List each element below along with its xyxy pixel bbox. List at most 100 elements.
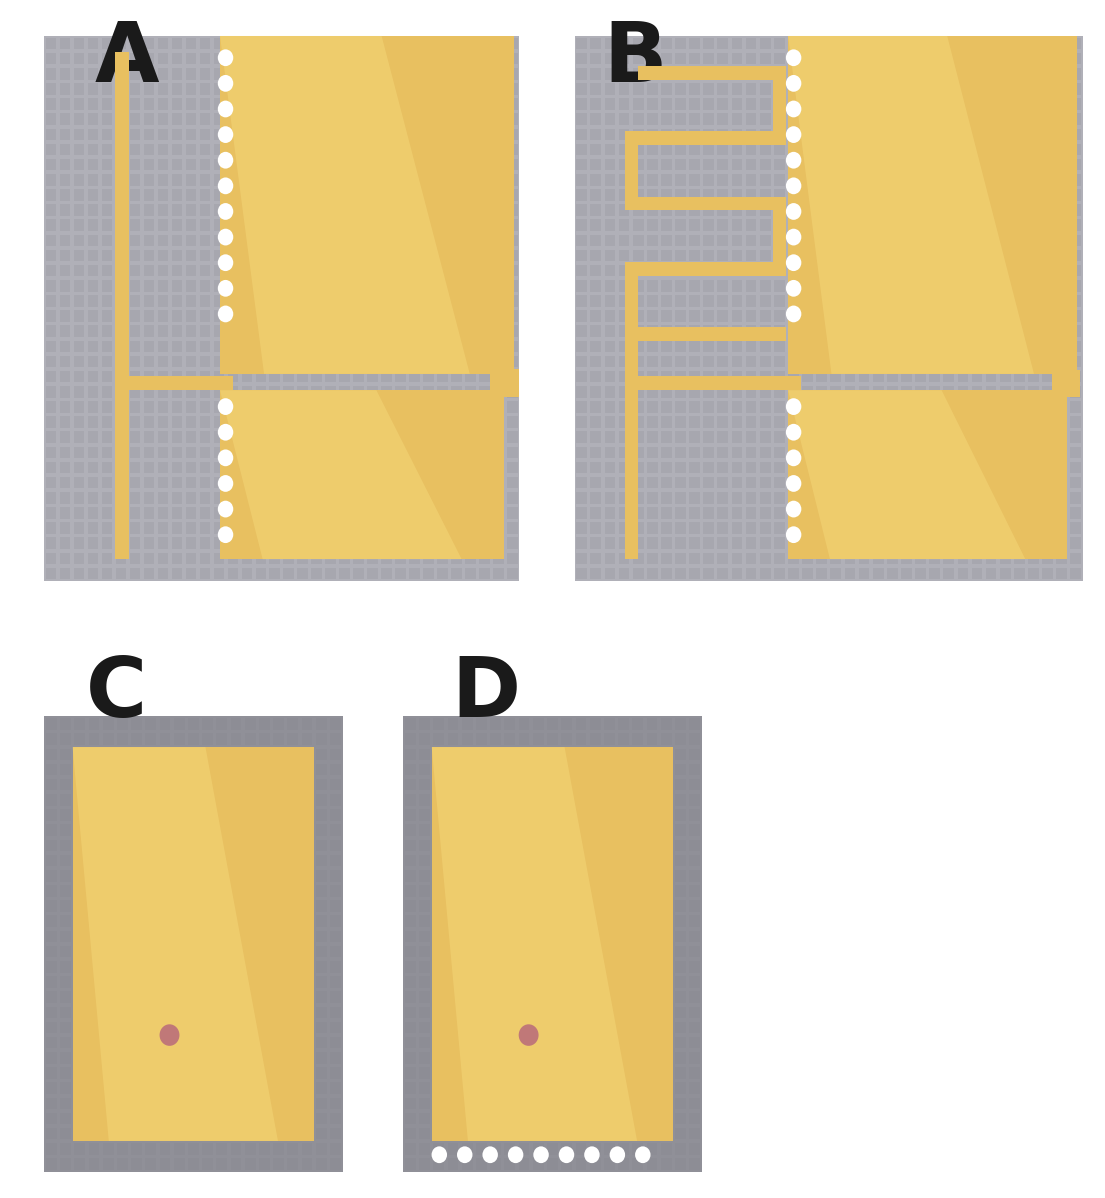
Bar bbox=[465, 219, 476, 231]
Bar bbox=[131, 1113, 141, 1124]
Bar bbox=[788, 249, 799, 261]
Bar bbox=[859, 144, 870, 156]
Bar bbox=[491, 1037, 501, 1048]
Bar bbox=[202, 915, 213, 927]
Bar bbox=[287, 1052, 298, 1064]
Bar bbox=[202, 1143, 213, 1155]
Bar bbox=[590, 356, 601, 368]
Bar bbox=[228, 68, 239, 79]
Bar bbox=[717, 114, 728, 125]
Bar bbox=[284, 447, 294, 458]
Bar bbox=[590, 235, 601, 246]
Bar bbox=[690, 1129, 699, 1139]
Bar bbox=[901, 128, 912, 140]
Bar bbox=[46, 538, 56, 549]
Bar bbox=[646, 68, 657, 79]
Bar bbox=[704, 326, 714, 337]
Bar bbox=[690, 159, 699, 170]
Bar bbox=[590, 976, 600, 987]
Bar bbox=[202, 1052, 213, 1064]
Bar bbox=[159, 931, 170, 942]
Bar bbox=[451, 189, 462, 201]
Bar bbox=[618, 1083, 629, 1094]
Bar bbox=[116, 507, 126, 519]
Bar bbox=[859, 219, 870, 231]
Bar bbox=[533, 915, 544, 927]
Bar bbox=[103, 855, 114, 866]
Bar bbox=[60, 174, 71, 186]
Bar bbox=[646, 1143, 657, 1155]
Bar bbox=[619, 340, 630, 352]
Bar bbox=[60, 1067, 71, 1078]
Bar bbox=[1071, 310, 1081, 322]
Bar bbox=[312, 295, 322, 307]
Bar bbox=[576, 992, 587, 1003]
Bar bbox=[88, 1067, 99, 1078]
Bar bbox=[396, 189, 406, 201]
Bar bbox=[409, 53, 420, 65]
Bar bbox=[117, 1022, 128, 1033]
Bar bbox=[986, 386, 997, 398]
Bar bbox=[284, 189, 294, 201]
Bar bbox=[87, 83, 98, 95]
Bar bbox=[690, 416, 699, 428]
Bar bbox=[788, 205, 799, 216]
Bar bbox=[1042, 53, 1053, 65]
Bar bbox=[159, 1143, 170, 1155]
Bar bbox=[433, 1052, 444, 1064]
Bar bbox=[406, 931, 415, 942]
Bar bbox=[451, 128, 462, 140]
Bar bbox=[171, 114, 182, 125]
Bar bbox=[561, 840, 572, 851]
Bar bbox=[259, 915, 270, 927]
Bar bbox=[381, 174, 392, 186]
Bar bbox=[901, 249, 912, 261]
Bar bbox=[590, 416, 601, 428]
Bar bbox=[844, 461, 855, 473]
Bar bbox=[746, 159, 757, 170]
Bar bbox=[732, 507, 743, 519]
Bar bbox=[632, 1037, 643, 1048]
Bar bbox=[971, 280, 982, 291]
Bar bbox=[297, 53, 308, 65]
Bar bbox=[409, 356, 420, 368]
Bar bbox=[717, 159, 728, 170]
Bar bbox=[87, 68, 98, 79]
Bar bbox=[287, 1083, 298, 1094]
Bar bbox=[367, 144, 378, 156]
Bar bbox=[590, 295, 601, 307]
Bar bbox=[788, 431, 799, 443]
Bar bbox=[316, 733, 327, 745]
Bar bbox=[245, 901, 255, 912]
Bar bbox=[986, 205, 997, 216]
Bar bbox=[480, 340, 490, 352]
Bar bbox=[270, 431, 280, 443]
Bar bbox=[480, 68, 490, 79]
Bar bbox=[646, 719, 657, 730]
Bar bbox=[46, 477, 56, 489]
Bar bbox=[406, 1022, 415, 1033]
Bar bbox=[423, 371, 434, 382]
Bar bbox=[646, 114, 657, 125]
Bar bbox=[732, 431, 743, 443]
Bar bbox=[117, 749, 128, 760]
Bar bbox=[159, 1113, 170, 1124]
Bar bbox=[188, 961, 199, 973]
Bar bbox=[971, 83, 982, 95]
Bar bbox=[74, 992, 85, 1003]
Bar bbox=[242, 326, 252, 337]
Bar bbox=[476, 901, 487, 912]
Bar bbox=[690, 38, 699, 49]
Bar bbox=[675, 719, 686, 730]
Bar bbox=[661, 219, 672, 231]
Bar bbox=[200, 83, 210, 95]
Bar bbox=[409, 447, 420, 458]
Bar bbox=[958, 340, 968, 352]
Bar bbox=[772, 196, 786, 276]
Bar bbox=[746, 295, 757, 307]
Bar bbox=[507, 326, 517, 337]
Bar bbox=[958, 538, 968, 549]
Circle shape bbox=[218, 476, 233, 492]
Bar bbox=[675, 447, 686, 458]
Bar bbox=[576, 1143, 587, 1155]
